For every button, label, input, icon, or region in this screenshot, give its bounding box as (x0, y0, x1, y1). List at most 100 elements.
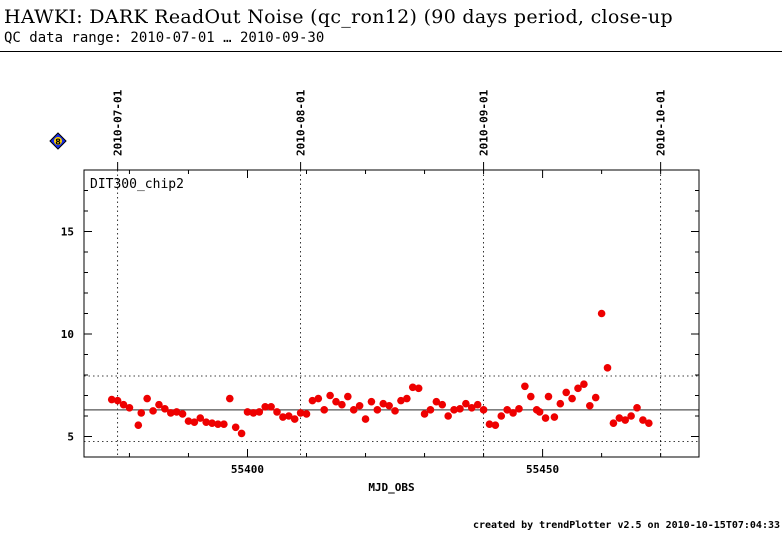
data-point (208, 419, 216, 427)
data-point (541, 414, 550, 422)
data-point (267, 402, 275, 411)
data-point (113, 396, 122, 405)
data-point (391, 407, 399, 415)
data-point (355, 401, 364, 410)
data-point (556, 399, 565, 408)
data-point (414, 384, 423, 393)
data-point (225, 394, 234, 403)
data-point (535, 408, 544, 416)
data-point (639, 416, 647, 424)
badge-label: 8 (55, 138, 61, 147)
x-tick-label: 55400 (231, 463, 264, 476)
data-point (149, 407, 157, 415)
data-point (125, 404, 134, 412)
data-point (497, 412, 506, 420)
data-point (344, 392, 352, 401)
data-point (326, 391, 334, 400)
data-point (645, 419, 653, 427)
data-point (580, 380, 588, 389)
y-tick-label: 5 (67, 431, 74, 444)
data-point (184, 417, 193, 425)
data-point (467, 404, 476, 412)
y-tick-label: 15 (61, 226, 74, 239)
data-point (320, 406, 329, 414)
data-point (462, 399, 470, 408)
data-point (403, 394, 411, 403)
data-point (314, 394, 323, 403)
data-point (273, 408, 281, 416)
data-point (279, 413, 287, 421)
data-point (450, 406, 458, 414)
data-point (178, 410, 187, 418)
footer-credit: created by trendPlotter v2.5 on 2010-10-… (472, 520, 780, 531)
data-point (302, 410, 311, 418)
data-point (627, 412, 635, 420)
data-point (249, 409, 258, 417)
data-point (485, 420, 494, 429)
x-tick-label: 55450 (526, 463, 559, 476)
data-point (243, 408, 252, 416)
data-point (550, 413, 559, 421)
data-point (509, 409, 517, 417)
data-point (515, 405, 523, 413)
data-point (373, 406, 382, 414)
data-point (231, 423, 240, 432)
data-point (420, 410, 429, 418)
data-point (143, 394, 151, 403)
data-point (119, 400, 128, 409)
data-point (526, 392, 535, 401)
data-point (134, 421, 143, 430)
data-point (214, 420, 222, 429)
data-point (521, 382, 529, 391)
data-point (591, 393, 600, 402)
data-point (574, 384, 582, 393)
data-point (603, 364, 612, 372)
y-tick-label: 10 (61, 328, 74, 341)
chart-title: HAWKI: DARK ReadOut Noise (qc_ron12) (90… (4, 6, 673, 28)
data-point (290, 415, 299, 423)
data-point (562, 388, 571, 397)
data-point (397, 396, 405, 405)
data-point (190, 418, 199, 426)
data-point (367, 397, 376, 406)
data-point (349, 406, 358, 414)
diamond-badge-icon: 8 (49, 132, 67, 150)
data-point (615, 414, 624, 422)
plot-frame (83, 169, 700, 458)
panel-label: DIT300_chip2 (90, 177, 184, 192)
date-marker-label: 2010-09-01 (478, 89, 491, 156)
x-axis-label: MJD_OBS (368, 481, 414, 494)
data-point (137, 409, 146, 417)
data-point (196, 414, 205, 422)
header-divider (0, 51, 782, 52)
data-point (338, 400, 346, 409)
data-point (155, 400, 163, 409)
data-point (438, 400, 447, 409)
data-point (385, 401, 393, 410)
data-point (444, 412, 452, 420)
date-marker-label: 2010-08-01 (295, 89, 308, 156)
data-point (503, 406, 511, 414)
data-point (586, 401, 594, 410)
data-point (107, 395, 116, 404)
data-point (261, 402, 269, 411)
chart-subtitle: QC data range: 2010-07-01 … 2010-09-30 (4, 30, 325, 46)
data-point (473, 400, 482, 409)
data-point (161, 405, 169, 413)
data-point (432, 397, 441, 406)
data-point (285, 412, 293, 420)
data-point (255, 408, 264, 416)
data-point (426, 406, 435, 414)
data-point (609, 419, 618, 427)
data-point (491, 421, 500, 430)
date-marker-label: 2010-10-01 (655, 89, 668, 156)
data-point (308, 396, 317, 405)
data-point (361, 415, 370, 423)
data-point (202, 418, 210, 426)
data-point (332, 397, 340, 406)
data-point (633, 404, 641, 412)
data-point (544, 392, 553, 401)
data-point (408, 383, 417, 392)
data-point (172, 408, 181, 416)
